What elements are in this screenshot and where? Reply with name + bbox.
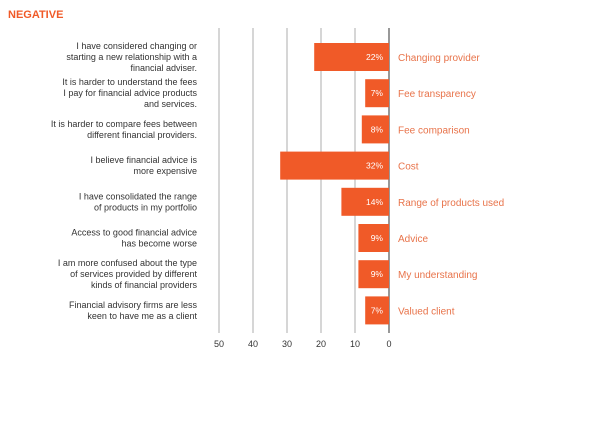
data-label: 7% bbox=[371, 88, 384, 98]
tick-label: 50 bbox=[214, 339, 224, 349]
category-label: Advice bbox=[398, 234, 428, 245]
category-label: My understanding bbox=[398, 270, 478, 281]
statement-text: of services provided by different bbox=[70, 269, 197, 279]
bar bbox=[358, 260, 389, 289]
section-title: NEGATIVE bbox=[8, 9, 63, 21]
gridlines bbox=[218, 28, 390, 333]
bar bbox=[314, 43, 389, 71]
statement-text: has become worse bbox=[121, 239, 197, 249]
category-label: Valued client bbox=[398, 306, 455, 317]
statement-text: I have consolidated the range bbox=[79, 191, 197, 201]
statement-text: kinds of financial providers bbox=[91, 280, 198, 290]
bar bbox=[358, 224, 389, 252]
statement-text: Access to good financial advice bbox=[71, 228, 197, 238]
tick-label: 30 bbox=[282, 339, 292, 349]
category-label: Fee transparency bbox=[398, 89, 476, 100]
statement-text: keen to have me as a client bbox=[87, 311, 197, 321]
statement-text: financial adviser. bbox=[130, 63, 197, 73]
bars bbox=[280, 43, 389, 325]
data-label: 9% bbox=[371, 269, 384, 279]
statement-text: different financial providers. bbox=[87, 130, 197, 140]
tick-label: 20 bbox=[316, 339, 326, 349]
labels: 50 40 30 20 10 0 22% Changing provider I have co… bbox=[51, 41, 504, 349]
bar bbox=[365, 296, 389, 325]
bar bbox=[361, 115, 389, 144]
bar bbox=[280, 151, 389, 180]
tick-label: 10 bbox=[350, 339, 360, 349]
statement-text: It is harder to compare fees between bbox=[51, 119, 197, 129]
data-label: 14% bbox=[366, 197, 383, 207]
bar bbox=[341, 187, 389, 216]
tick-label: 0 bbox=[386, 339, 391, 349]
data-label: 8% bbox=[371, 124, 384, 134]
data-label: 32% bbox=[366, 161, 383, 171]
bar bbox=[365, 79, 389, 108]
statement-text: of products in my portfolio bbox=[94, 202, 197, 212]
data-label: 7% bbox=[371, 305, 384, 315]
data-label: 9% bbox=[371, 233, 384, 243]
tick-label: 40 bbox=[248, 339, 258, 349]
statement-text: and services. bbox=[144, 99, 197, 109]
statement-text: I believe financial advice is bbox=[90, 155, 197, 165]
category-label: Fee comparison bbox=[398, 125, 470, 136]
category-label: Changing provider bbox=[398, 53, 480, 64]
data-label: 22% bbox=[366, 52, 383, 62]
category-label: Cost bbox=[398, 162, 419, 173]
statement-text: Financial advisory firms are less bbox=[69, 300, 198, 310]
category-label: Range of products used bbox=[398, 198, 504, 209]
statement-text: starting a new relationship with a bbox=[66, 52, 197, 62]
statement-text: It is harder to understand the fees bbox=[62, 77, 197, 87]
statement-text: more expensive bbox=[133, 166, 197, 176]
statement-text: I am more confused about the type bbox=[58, 258, 197, 268]
statement-text: I pay for financial advice products bbox=[63, 88, 197, 98]
statement-text: I have considered changing or bbox=[76, 41, 197, 51]
